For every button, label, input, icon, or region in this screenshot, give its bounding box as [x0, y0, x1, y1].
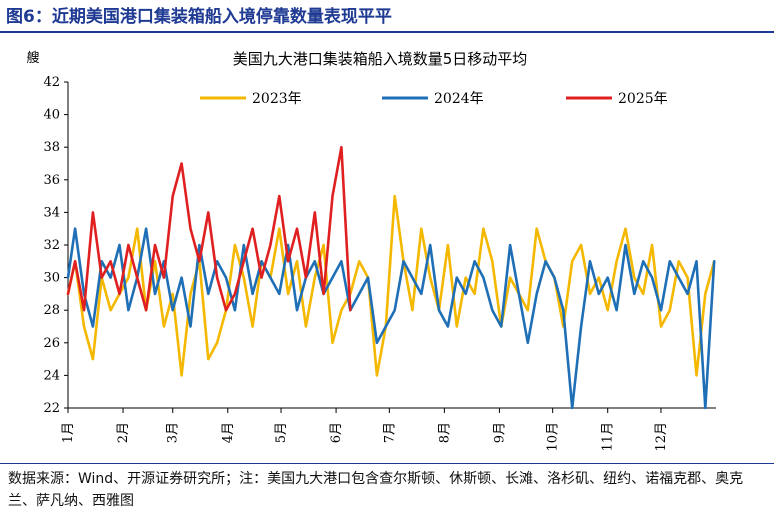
legend-label: 2024年 — [434, 91, 484, 107]
y-tick-label: 32 — [43, 238, 60, 253]
legend: 2023年 2024年 2025年 — [200, 91, 668, 107]
x-axis: 1月 2月 3月 4月 5月 6月 7月 8月 9月 10月 11月 12月 — [61, 407, 716, 452]
chart-title: 美国九大港口集装箱船入境数量5日移动平均 — [233, 50, 528, 68]
bottom-rule — [0, 463, 774, 464]
x-tick-label: 8月 — [437, 422, 452, 443]
x-tick-label: 12月 — [654, 422, 669, 452]
source-note: 数据来源：Wind、开源证券研究所；注：美国九大港口包含查尔斯顿、休斯顿、长滩、… — [8, 471, 744, 509]
x-tick-label: 4月 — [221, 422, 236, 443]
y-tick-label: 30 — [43, 271, 60, 286]
y-tick-label: 40 — [43, 108, 60, 123]
y-tick-label: 34 — [43, 205, 60, 220]
series-line-2025年 — [66, 145, 352, 312]
y-tick-label: 42 — [43, 75, 60, 90]
legend-label: 2025年 — [618, 91, 668, 107]
x-tick-label: 9月 — [492, 422, 507, 443]
x-tick-label: 11月 — [601, 422, 616, 452]
x-tick-label: 2月 — [116, 422, 131, 443]
title-rule — [0, 31, 774, 33]
x-tick-label: 10月 — [546, 422, 561, 452]
y-tick-label: 24 — [43, 368, 60, 383]
x-tick-label: 7月 — [382, 422, 397, 443]
x-tick-label: 3月 — [166, 422, 181, 443]
x-tick-label: 5月 — [274, 422, 289, 443]
y-tick-label: 26 — [43, 336, 60, 351]
line-chart: 美国九大港口集装箱船入境数量5日移动平均 艘 2023年 2024年 2025年 2… — [26, 50, 716, 452]
y-tick-label: 36 — [43, 173, 60, 188]
y-tick-label: 38 — [43, 140, 60, 155]
y-axis: 22 24 26 28 30 32 34 36 38 40 42 — [43, 75, 69, 416]
x-tick-label: 6月 — [329, 422, 344, 443]
y-tick-label: 28 — [43, 303, 60, 318]
plot-lines — [66, 145, 716, 410]
legend-label: 2023年 — [252, 91, 302, 107]
figure-title: 图6：近期美国港口集装箱船入境停靠数量表现平平 — [6, 7, 392, 27]
y-axis-label: 艘 — [26, 50, 39, 66]
x-tick-label: 1月 — [61, 422, 76, 443]
series-line-2023年 — [66, 194, 716, 377]
y-tick-label: 22 — [43, 401, 60, 416]
series-line-2024年 — [66, 227, 716, 410]
